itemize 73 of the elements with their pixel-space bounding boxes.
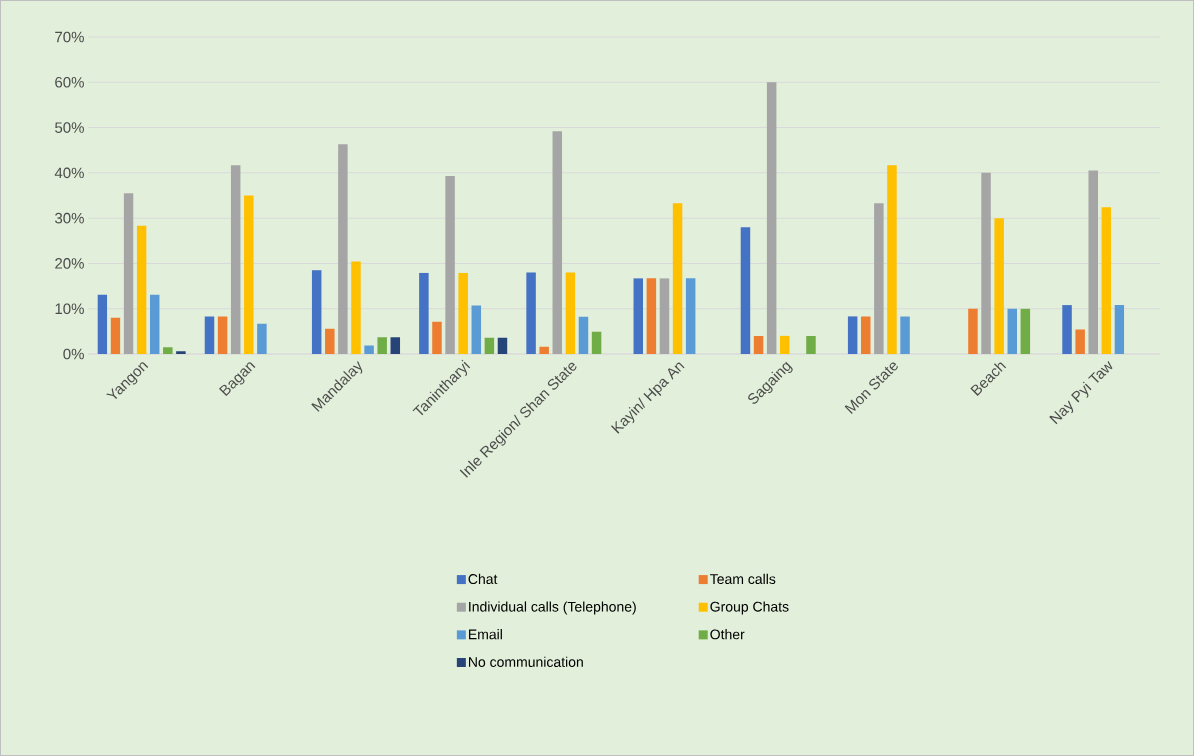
bar — [659, 278, 670, 354]
bar — [526, 272, 536, 354]
bar — [445, 176, 455, 354]
bar — [419, 272, 429, 354]
bar — [591, 331, 602, 354]
bar — [861, 316, 871, 354]
bar — [1020, 308, 1031, 354]
bar — [149, 294, 160, 354]
bar — [230, 165, 241, 354]
bar — [471, 305, 482, 354]
bar — [565, 272, 576, 354]
bar — [458, 272, 468, 354]
bar — [484, 337, 495, 354]
bar — [780, 335, 790, 354]
bar — [123, 193, 134, 354]
legend-label: Individual calls (Telephone) — [469, 601, 636, 615]
y-tick-label: 70% — [55, 31, 84, 43]
bar — [351, 261, 361, 354]
bar — [1114, 305, 1125, 354]
bar — [497, 337, 508, 354]
bar — [163, 347, 173, 354]
y-tick-label: 20% — [55, 258, 84, 269]
legend-label: No communication — [468, 656, 583, 667]
x-tick-label: Nay Pyi Taw — [1049, 361, 1113, 425]
bar — [672, 203, 683, 354]
bar — [1101, 207, 1112, 354]
legend-label: Chat — [468, 573, 498, 585]
bar — [968, 308, 978, 354]
bar — [552, 131, 563, 354]
bar — [364, 345, 374, 354]
y-tick-label: 40% — [54, 167, 84, 179]
y-tick-label: 60% — [55, 76, 84, 88]
y-tick-label: 50% — [55, 122, 84, 133]
bar — [110, 317, 121, 354]
legend-label: Email — [468, 629, 502, 640]
bar — [217, 316, 228, 354]
bar — [740, 227, 751, 354]
y-tick-label: 0% — [63, 348, 84, 360]
bar — [900, 316, 910, 354]
bar — [204, 316, 215, 354]
bar — [325, 328, 335, 354]
bar — [1075, 329, 1085, 354]
bar — [1062, 305, 1072, 354]
bar — [244, 195, 254, 354]
bar — [1007, 308, 1017, 354]
bar — [97, 294, 108, 354]
bar — [633, 278, 644, 354]
bar — [338, 144, 348, 354]
bar — [539, 346, 549, 354]
bar — [646, 278, 657, 354]
legend-label: Other — [710, 629, 745, 640]
bar — [257, 323, 267, 354]
bar — [874, 203, 884, 354]
y-tick-label: 30% — [55, 212, 84, 224]
bar — [390, 337, 401, 354]
legend-label: Team calls — [710, 573, 776, 585]
bar — [766, 82, 777, 354]
bar — [753, 335, 764, 354]
bar — [806, 335, 816, 354]
bar — [432, 321, 442, 354]
y-tick-label: 10% — [55, 303, 84, 315]
bar — [136, 225, 147, 354]
bar — [887, 165, 897, 354]
legend-label: Group Chats — [710, 601, 789, 615]
bar — [994, 218, 1004, 354]
bar — [311, 270, 322, 354]
bar — [685, 278, 696, 354]
bar — [981, 172, 991, 354]
bar — [377, 337, 387, 354]
bar — [847, 316, 858, 354]
bar — [1088, 170, 1098, 354]
bar — [578, 316, 589, 354]
bar — [176, 351, 186, 354]
